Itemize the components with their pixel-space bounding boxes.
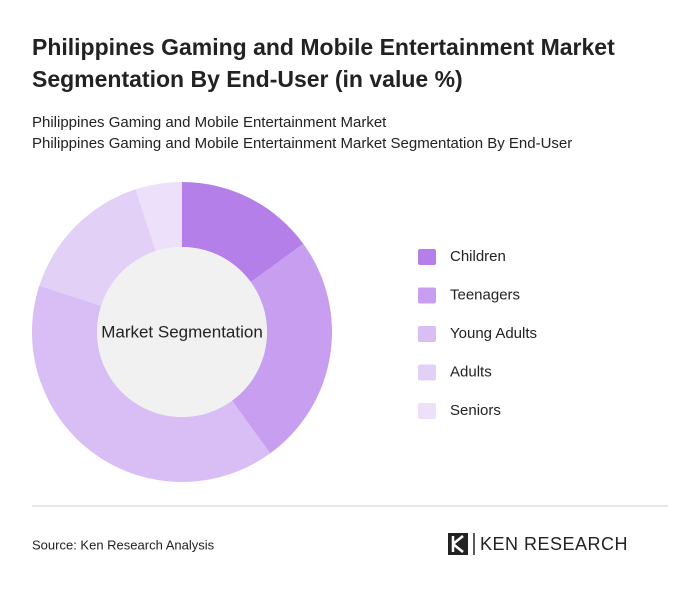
slice [32,285,271,482]
legend-label: Young Adults [450,325,537,342]
subtitle: Philippines Gaming and Mobile Entertainm… [32,114,387,131]
legend-label: Seniors [450,402,501,419]
legend-swatch [418,403,436,419]
subtitle: Philippines Gaming and Mobile Entertainm… [32,135,572,152]
slice [39,189,156,306]
logo-icon [448,533,475,555]
slice [231,243,332,454]
slice [182,182,304,283]
legend-swatch [418,287,436,304]
legend-swatch [418,249,436,265]
legend-swatch [418,364,436,381]
legend-swatch [418,326,436,342]
legend-label: Teenagers [450,286,520,303]
legend-label: Children [450,248,506,265]
logo: KEN RESEARCH [480,534,628,554]
donut-hole [97,247,267,417]
donut [32,182,332,482]
chart-title: Philippines Gaming and Mobile Entertainm… [32,34,615,60]
legend: Children Teenagers Young Adults Adults Senio… [418,248,537,419]
source: Source: Ken Research Analysis [32,537,215,552]
slice [135,182,182,252]
chart-title: Segmentation By End-User (in value %) [32,66,463,92]
legend-label: Adults [450,363,492,380]
center-label: Market Segmentation [101,322,263,341]
